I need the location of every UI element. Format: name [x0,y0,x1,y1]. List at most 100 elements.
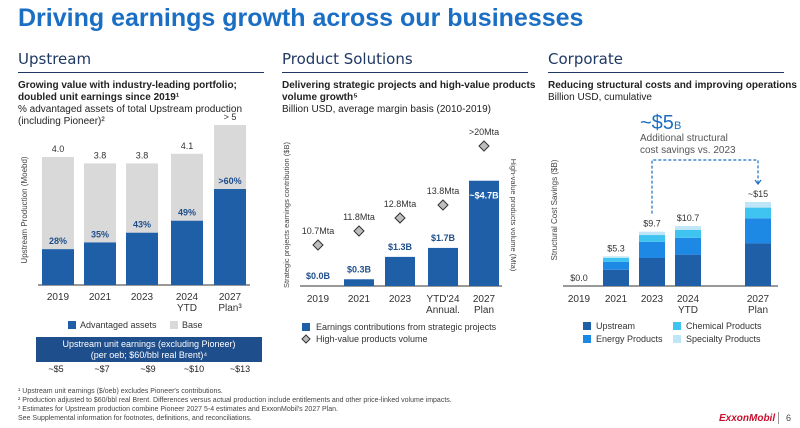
bar-base [126,163,158,233]
product-header: Product Solutions [282,50,413,68]
legend-label-advantaged: Advantaged assets [80,320,157,330]
bar-segment [675,237,701,255]
x-tick-label: 2023 [389,294,412,305]
product-subtitle-2: volume growth⁵ [282,92,358,103]
bar-advantaged [42,249,74,285]
volume-marker [353,225,365,237]
legend-label: Chemical Products [686,321,762,331]
bar-earnings [469,180,499,286]
footnote-1: ¹ Upstream unit earnings ($/oeb) exclude… [18,388,223,395]
volume-label: 11.8Mta [343,212,375,222]
legend-label-earnings: Earnings contributions from strategic pr… [316,322,497,332]
bar-advantaged [171,220,203,285]
legend-label: Upstream [596,321,635,331]
earnings-label: ~$4.7B [469,191,499,201]
total-label: $10.7 [677,213,700,223]
corporate-subtitle: Reducing structural costs and improving … [548,80,797,104]
total-label: 3.8 [136,150,149,160]
corporate-subtitle-1: Reducing structural costs and improving … [548,80,797,91]
x-tick-label: 2019 [307,294,330,305]
bar-segment [675,254,701,286]
bar-base [171,153,203,221]
legend-label: Energy Products [596,334,663,344]
volume-marker [394,212,406,224]
legend-swatch [583,335,591,343]
upstream-divider [18,72,264,73]
x-tick-label: 2019 [568,294,591,305]
bar-segment [603,269,629,286]
callout-text: Additional structural cost savings vs. 2… [640,133,736,157]
product-subtitle: Delivering strategic projects and high-v… [282,80,535,116]
volume-label: 10.7Mta [302,226,335,236]
footnote-4: See Supplemental information for footnot… [18,415,252,422]
bar-segment [639,235,665,242]
x-tick-label: Plan³ [218,303,242,314]
volume-label: 13.8Mta [427,186,460,196]
upstream-subtitle: Growing value with industry-leading port… [18,80,242,128]
total-label: 4.1 [181,141,194,151]
unit-earnings-value: ~$10 [183,364,205,374]
bar-segment [639,231,665,236]
x-tick-label: 2021 [89,292,112,303]
x-tick-label: 2019 [47,292,70,303]
volume-marker [478,140,490,152]
exxonmobil-logo: ExxonMobil [719,413,776,424]
legend-label: Specialty Products [686,334,761,344]
total-label: 4.0 [52,144,65,154]
bar-segment [603,261,629,270]
page-number: 6 [786,413,792,423]
unit-earnings-value: ~$9 [140,364,156,374]
x-tick-label: YTD'24 [426,294,459,305]
y-axis-label: Upstream Production (Moebd) [20,156,29,263]
x-tick-label: Plan [474,305,494,316]
page-title: Driving earnings growth across our busin… [18,4,584,32]
legend-swatch-advantaged [68,321,76,329]
x-tick-label: 2027 [473,294,496,305]
legend-label-volume: High-value products volume [316,334,428,344]
x-tick-label: YTD [678,305,698,316]
legend-swatch-earnings [302,323,310,331]
total-label: ~$15 [748,189,768,199]
volume-marker [437,199,449,211]
legend-swatch-base [170,321,178,329]
total-label: 3.8 [94,150,107,160]
x-tick-label: Plan [748,305,768,316]
total-label: $0.0 [570,273,588,283]
bar-advantaged [84,242,116,285]
unit-earnings-value: ~$7 [94,364,110,374]
bar-earnings [385,256,415,286]
unit-earnings-title: Upstream unit earnings (excluding Pionee… [62,339,236,349]
volume-label: 12.8Mta [384,199,417,209]
bar-segment [745,202,771,208]
callout-value: ~$5B [640,112,681,135]
x-tick-label: 2024 [677,294,700,305]
pct-label: 28% [49,236,67,246]
upstream-subtitle-1: Growing value with industry-leading port… [18,80,237,91]
bar-segment [675,230,701,238]
footnote-2: ² Production adjusted to $60/bbl real Br… [18,397,452,404]
volume-marker [312,239,324,251]
x-tick-label: 2023 [641,294,664,305]
bar-segment [745,218,771,244]
pct-label: >60% [218,176,241,186]
bar-segment [639,241,665,258]
x-tick-label: Annual. [426,305,460,316]
bar-segment [675,226,701,230]
bar-segment [603,256,629,258]
callout-number: ~$5 [640,112,674,134]
corporate-header: Corporate [548,50,623,68]
footnote-3: ³ Estimates for Upstream production comb… [18,406,339,413]
bar-base [42,157,74,250]
upstream-header: Upstream [18,50,92,68]
legend-label-base: Base [182,320,203,330]
corporate-subtitle-2: Billion USD, cumulative [548,92,652,103]
pct-label: 35% [91,229,109,239]
bar-base [214,125,246,189]
x-tick-label: 2023 [131,292,154,303]
bracket-arrow [754,179,762,185]
pct-label: 43% [133,220,151,230]
upstream-subtitle-3: % advantaged assets of total Upstream pr… [18,104,243,115]
unit-earnings-value: ~$13 [229,364,251,374]
earnings-label: $1.7B [431,233,456,243]
